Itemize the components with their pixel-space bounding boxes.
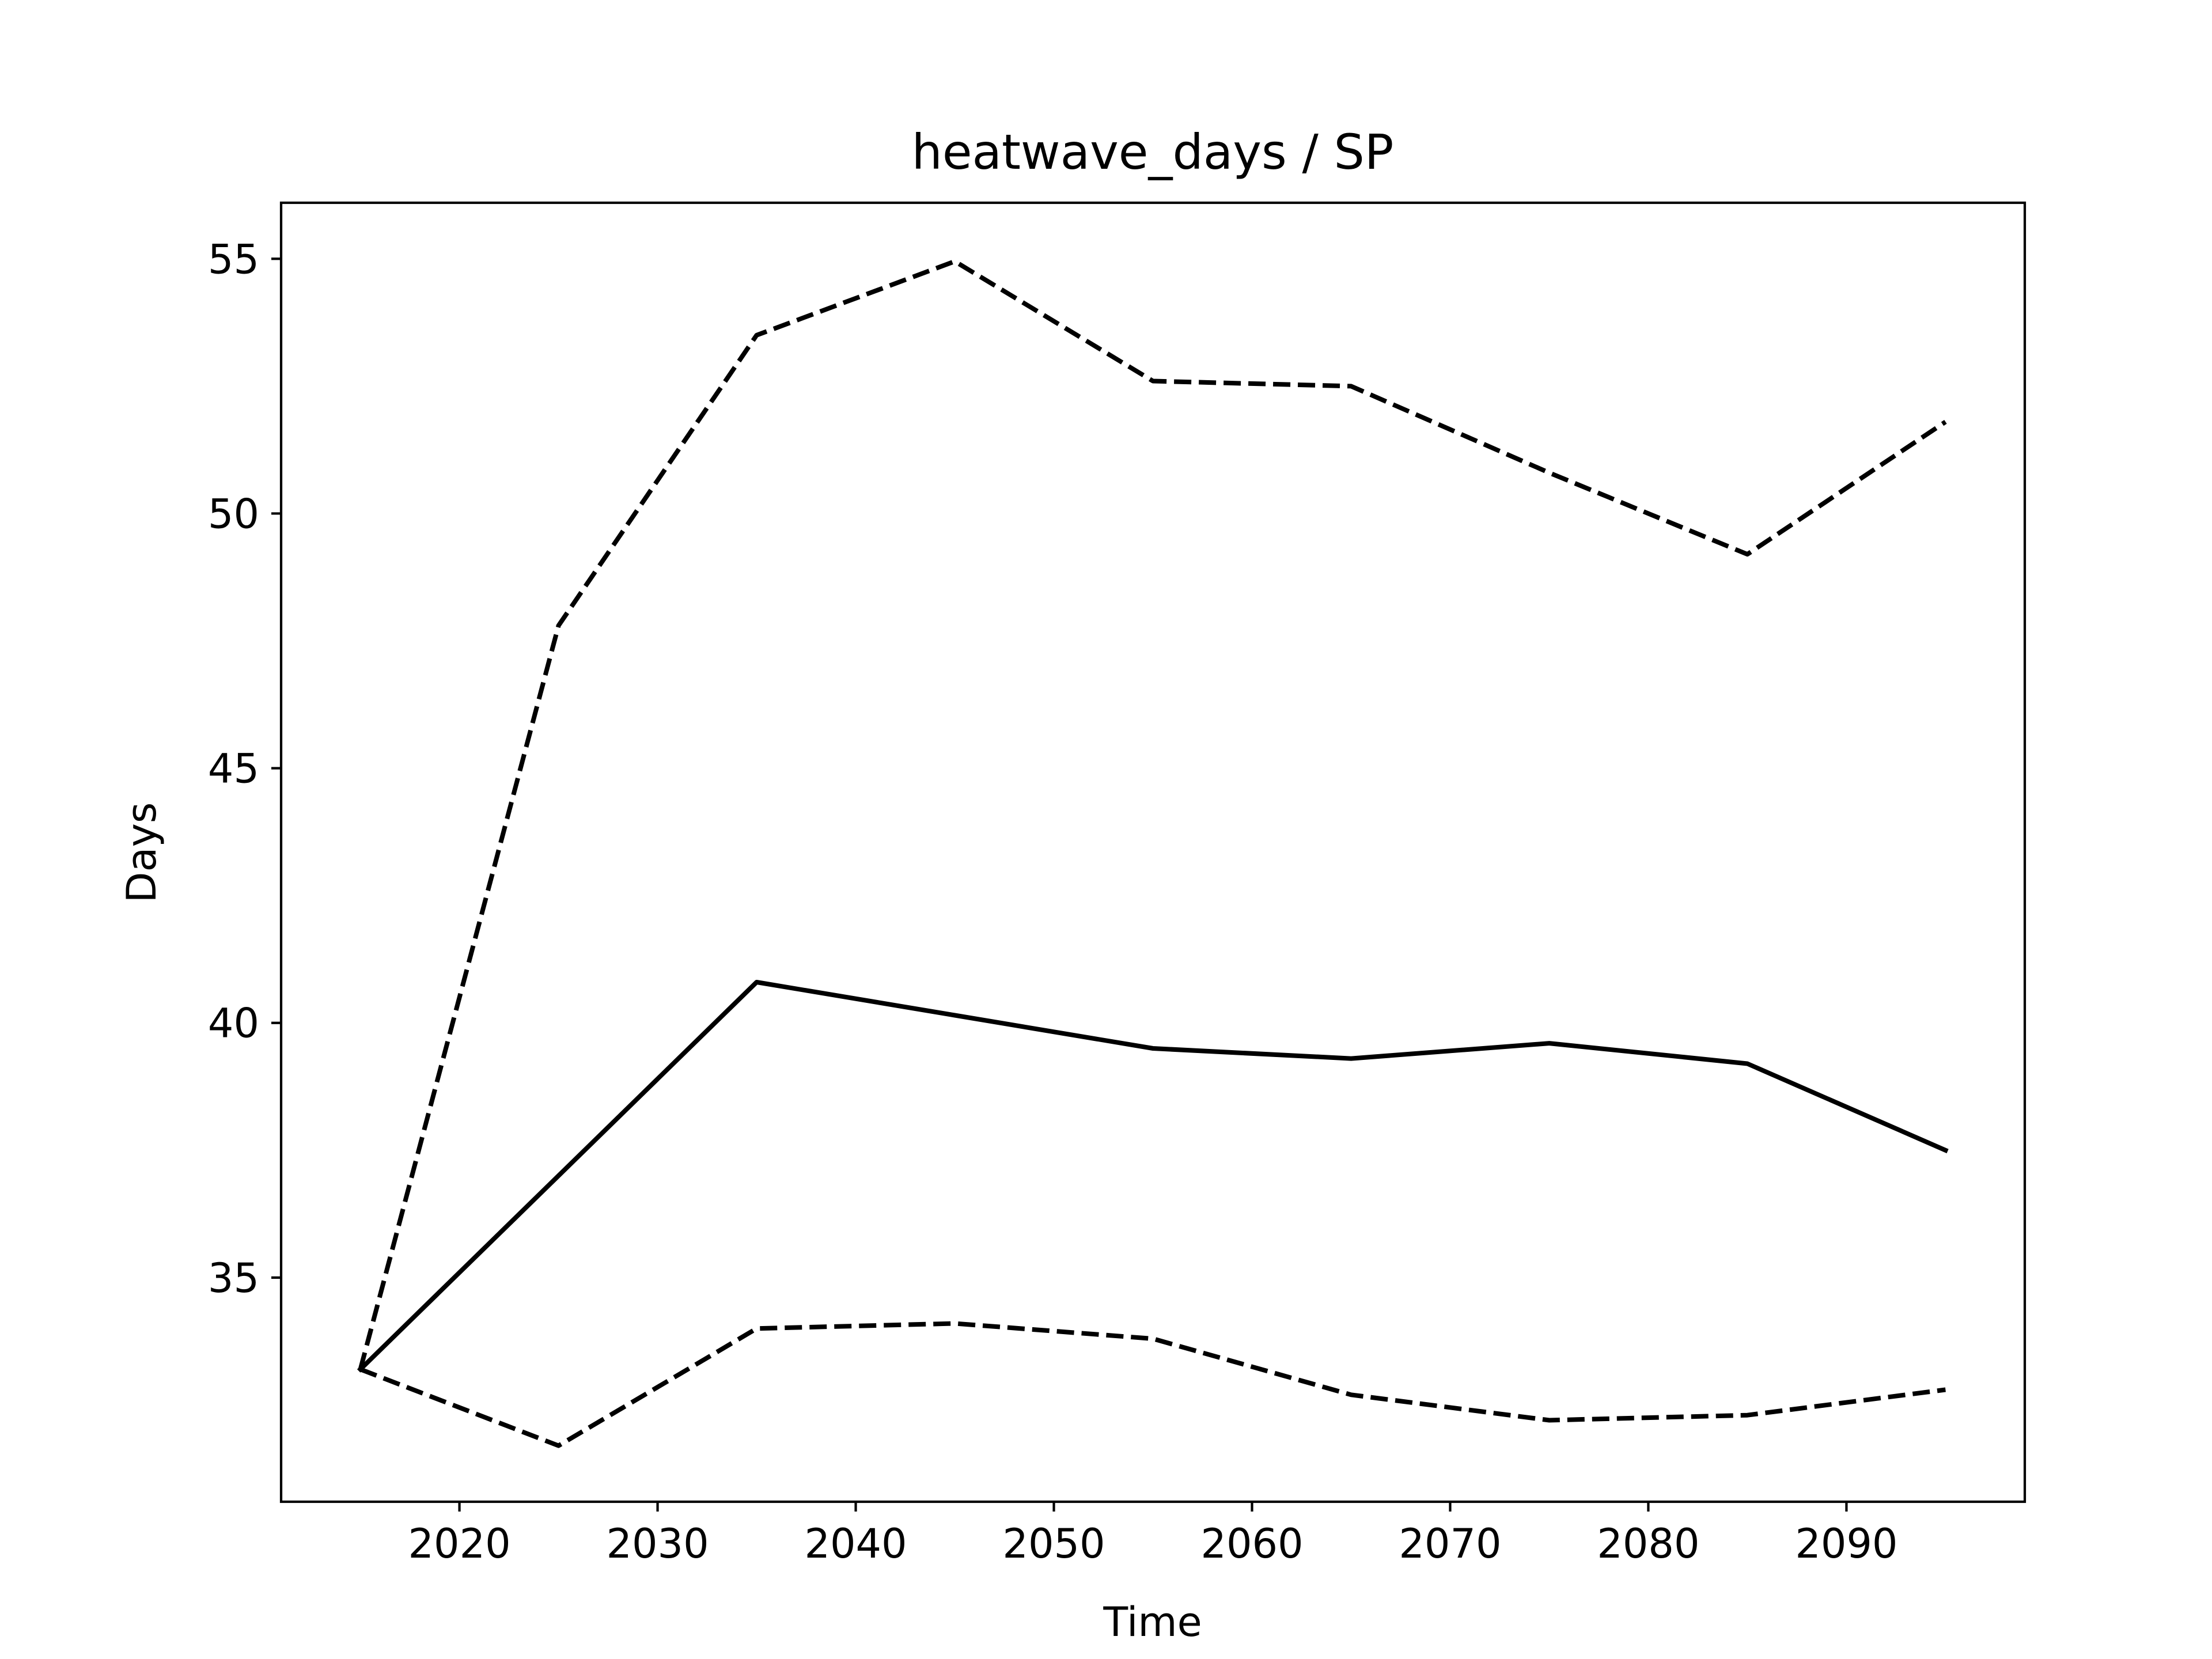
x-axis-ticks: 2020 2030 2040 2050 2060 2070 2080 2090: [408, 1502, 1897, 1567]
x-axis-label: Time: [1103, 1599, 1202, 1646]
y-tick-label: 35: [208, 1255, 259, 1302]
series-line-3-dashed: [359, 1321, 1946, 1448]
x-tick-label: 2090: [1795, 1520, 1897, 1567]
chart-title: heatwave_days / SP: [912, 124, 1394, 180]
y-tick-label: 55: [208, 236, 259, 283]
x-tick-label: 2080: [1597, 1520, 1699, 1567]
y-tick-label: 45: [208, 745, 259, 793]
x-tick-label: 2040: [804, 1520, 907, 1567]
x-tick-label: 2020: [408, 1520, 511, 1567]
series-line-2-dashed: [358, 259, 1947, 1370]
x-tick-label: 2050: [1002, 1520, 1105, 1567]
x-tick-label: 2060: [1200, 1520, 1303, 1567]
y-axis-ticks: 35 40 45 50 55: [208, 236, 281, 1302]
y-tick-label: 50: [208, 490, 259, 537]
plot-area: [281, 203, 2025, 1502]
y-tick-label: 40: [208, 1000, 259, 1047]
x-tick-label: 2070: [1399, 1520, 1501, 1567]
x-tick-label: 2030: [606, 1520, 709, 1567]
series-layer: [357, 259, 1949, 1448]
series-line-1-solid: [357, 980, 1949, 1373]
y-axis-label: Days: [118, 802, 165, 903]
plot-frame: [279, 201, 2027, 1503]
